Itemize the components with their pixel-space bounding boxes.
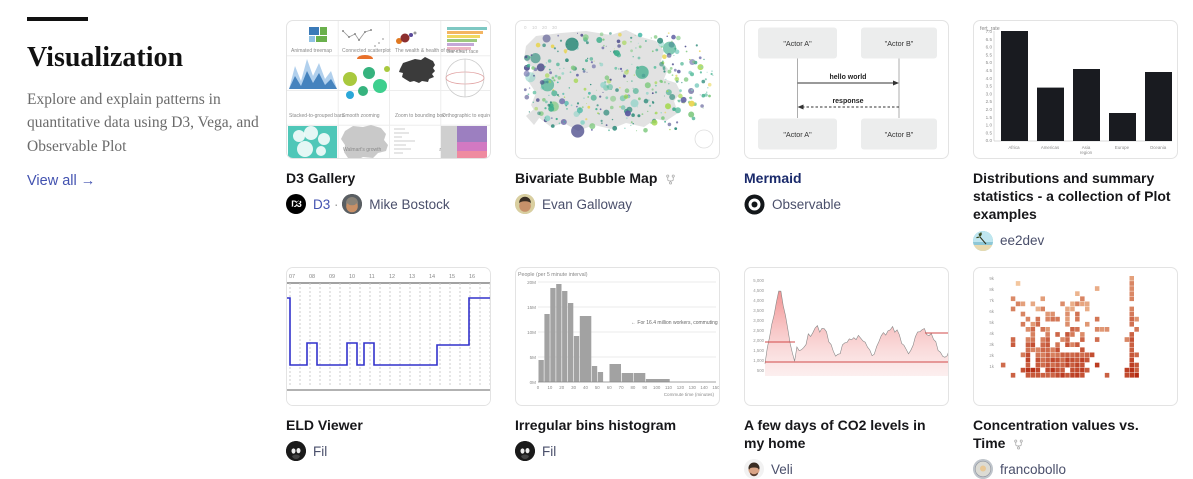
svg-text:Commute time (minutes): Commute time (minutes) <box>664 392 715 397</box>
svg-text:100: 100 <box>653 385 661 390</box>
svg-text:0M: 0M <box>530 380 537 385</box>
svg-text:2k: 2k <box>989 353 994 358</box>
svg-text:5.0: 5.0 <box>986 60 993 65</box>
svg-text:Connected scatterplot: Connected scatterplot <box>342 48 391 54</box>
svg-text:1k: 1k <box>989 364 994 369</box>
svg-text:20: 20 <box>559 385 564 390</box>
svg-text:hello world: hello world <box>830 74 867 81</box>
svg-text:"Actor A": "Actor A" <box>783 39 812 48</box>
svg-text:"Actor B": "Actor B" <box>885 130 914 139</box>
svg-text:5,000: 5,000 <box>753 278 764 283</box>
svg-text:10M: 10M <box>527 330 536 335</box>
svg-text:1,000: 1,000 <box>753 358 764 363</box>
svg-text:7.0: 7.0 <box>986 29 993 34</box>
svg-text:2.5: 2.5 <box>986 99 993 104</box>
svg-text:Smooth zooming: Smooth zooming <box>342 113 380 119</box>
svg-text:150: 150 <box>712 385 720 390</box>
svg-text:Walmart's growth: Walmart's growth <box>343 147 381 153</box>
svg-text:Americas: Americas <box>1041 145 1060 150</box>
svg-text:3.5: 3.5 <box>986 84 993 89</box>
svg-text:2,000: 2,000 <box>753 338 764 343</box>
svg-text:6.5: 6.5 <box>986 37 993 42</box>
svg-text:15: 15 <box>449 274 455 280</box>
svg-text:10: 10 <box>547 385 552 390</box>
svg-text:9k: 9k <box>989 276 994 281</box>
svg-text:0.0: 0.0 <box>986 138 993 143</box>
svg-text:Zoom to bounding box: Zoom to bounding box <box>395 113 445 119</box>
svg-text:0.5: 0.5 <box>986 130 993 135</box>
svg-text:← For 16.4 million workers, co: ← For 16.4 million workers, commuting ta… <box>631 320 720 326</box>
svg-text:response: response <box>832 98 863 105</box>
svg-text:6.0: 6.0 <box>986 45 993 50</box>
svg-text:130: 130 <box>689 385 697 390</box>
svg-text:Animated treemap: Animated treemap <box>291 48 332 54</box>
svg-text:08: 08 <box>309 274 315 280</box>
svg-text:90: 90 <box>642 385 647 390</box>
svg-text:5k: 5k <box>989 320 994 325</box>
svg-text:4.0: 4.0 <box>986 76 993 81</box>
svg-text:0: 0 <box>537 385 540 390</box>
svg-text:16: 16 <box>469 274 475 280</box>
svg-text:3,000: 3,000 <box>753 318 764 323</box>
svg-text:30: 30 <box>571 385 576 390</box>
svg-text:13: 13 <box>409 274 415 280</box>
svg-text:Stacked-to-grouped bars: Stacked-to-grouped bars <box>289 113 345 119</box>
svg-text:110: 110 <box>665 385 673 390</box>
svg-text:10: 10 <box>532 25 538 30</box>
svg-text:11: 11 <box>369 274 375 280</box>
svg-text:5.5: 5.5 <box>986 52 993 57</box>
svg-text:4,000: 4,000 <box>753 298 764 303</box>
svg-text:"Actor B": "Actor B" <box>885 39 914 48</box>
svg-text:40: 40 <box>583 385 588 390</box>
svg-text:4k: 4k <box>989 331 994 336</box>
svg-text:15M: 15M <box>527 305 536 310</box>
svg-text:1.0: 1.0 <box>986 123 993 128</box>
svg-text:6k: 6k <box>989 309 994 314</box>
svg-text:Bar chart race: Bar chart race <box>447 49 479 55</box>
svg-text:140: 140 <box>700 385 708 390</box>
svg-text:80: 80 <box>630 385 635 390</box>
svg-text:3,500: 3,500 <box>753 308 764 313</box>
svg-text:70: 70 <box>619 385 624 390</box>
svg-text:3.0: 3.0 <box>986 91 993 96</box>
svg-text:8k: 8k <box>989 287 994 292</box>
svg-text:10: 10 <box>349 274 355 280</box>
svg-text:"Actor A": "Actor A" <box>783 130 812 139</box>
svg-text:120: 120 <box>677 385 685 390</box>
svg-text:1,500: 1,500 <box>753 348 764 353</box>
svg-text:20: 20 <box>542 25 548 30</box>
svg-text:20M: 20M <box>527 280 536 285</box>
svg-text:4,500: 4,500 <box>753 288 764 293</box>
svg-text:07: 07 <box>289 274 295 280</box>
svg-text:0: 0 <box>524 25 527 30</box>
svg-text:12: 12 <box>389 274 395 280</box>
svg-text:2,500: 2,500 <box>753 328 764 333</box>
svg-text:60: 60 <box>607 385 612 390</box>
svg-text:5M: 5M <box>530 355 537 360</box>
svg-text:1.5: 1.5 <box>986 115 993 120</box>
svg-text:Orthographic to equirectangul.: Orthographic to equirectangul... <box>442 113 491 119</box>
svg-text:50: 50 <box>595 385 600 390</box>
svg-text:14: 14 <box>429 274 435 280</box>
svg-text:2.0: 2.0 <box>986 107 993 112</box>
svg-text:region: region <box>1080 150 1093 155</box>
svg-text:3k: 3k <box>989 342 994 347</box>
svg-text:People (per 5 minute interval): People (per 5 minute interval) <box>518 272 588 278</box>
svg-text:Africa: Africa <box>1008 145 1020 150</box>
svg-text:30: 30 <box>552 25 558 30</box>
svg-text:09: 09 <box>329 274 335 280</box>
svg-text:7k: 7k <box>989 298 994 303</box>
svg-text:Oceania: Oceania <box>1150 145 1167 150</box>
svg-text:Europe: Europe <box>1115 145 1130 150</box>
svg-text:500: 500 <box>757 368 765 373</box>
svg-text:4.5: 4.5 <box>986 68 993 73</box>
